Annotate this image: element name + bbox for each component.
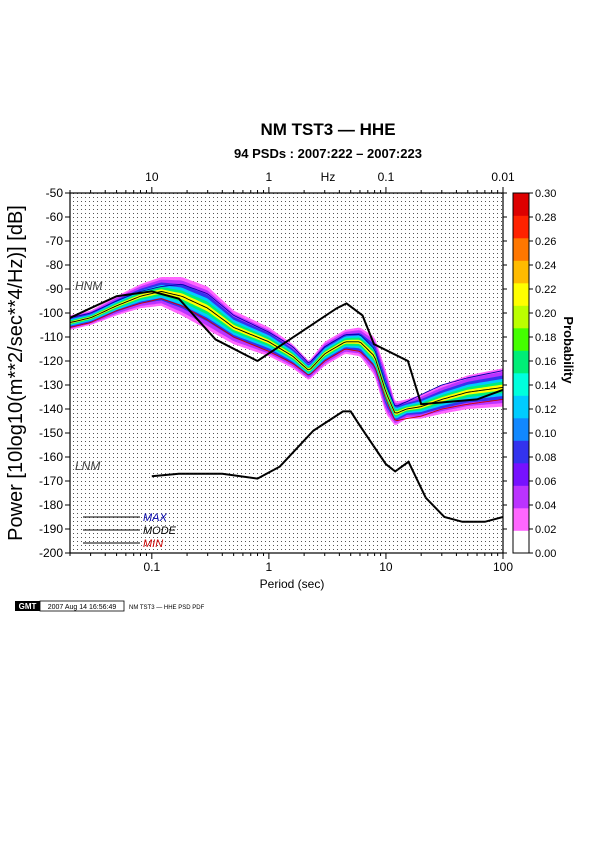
colorbar-cells <box>513 193 529 554</box>
legend-label-max: MAX <box>143 512 168 524</box>
colorbar-tick-label: 0.20 <box>535 308 556 320</box>
noise-model-lines <box>70 290 503 523</box>
model-line-hnm <box>70 290 503 406</box>
chart-title: NM TST3 — HHE <box>260 120 395 139</box>
colorbar-tick-label: 0.00 <box>535 548 556 560</box>
top-tick-label: 0.01 <box>491 170 515 184</box>
chart-subtitle: 94 PSDs : 2007:222 – 2007:223 <box>234 146 422 161</box>
y-tick-label: -140 <box>39 402 63 416</box>
y-tick-label: -60 <box>46 210 64 224</box>
y-tick-label: -80 <box>46 258 64 272</box>
y-tick-label: -50 <box>46 186 64 200</box>
colorbar-cell <box>513 463 529 486</box>
colorbar-tick-label: 0.02 <box>535 524 556 536</box>
dotted-grid <box>70 193 503 553</box>
top-tick-label: 0.1 <box>378 170 395 184</box>
colorbar-cell <box>513 350 529 374</box>
colorbar-tick-label: 0.18 <box>535 332 556 344</box>
model-line-lnm <box>151 410 503 523</box>
x-tick-label: 100 <box>493 560 513 574</box>
colorbar-label: Probability <box>561 316 576 384</box>
colorbar-cell <box>513 418 529 441</box>
colorbar-cell <box>513 485 529 509</box>
colorbar-cell <box>513 328 529 351</box>
colorbar-cell <box>513 260 529 284</box>
y-tick-label: -150 <box>39 426 63 440</box>
legend-label-min: MIN <box>143 538 163 550</box>
y-tick-label: -90 <box>46 282 64 296</box>
colorbar-cell <box>513 193 529 216</box>
y-tick-label: -120 <box>39 354 63 368</box>
lnm-label: LNM <box>75 459 100 473</box>
colorbar-tick-label: 0.12 <box>535 404 556 416</box>
colorbar-tick-label: 0.14 <box>535 380 556 392</box>
colorbar-cell <box>513 215 529 239</box>
y-tick-label: -190 <box>39 522 63 536</box>
colorbar-tick-label: 0.08 <box>535 452 556 464</box>
colorbar-tick-label: 0.16 <box>535 356 556 368</box>
colorbar-cell <box>513 238 529 261</box>
y-tick-label: -130 <box>39 378 63 392</box>
y-tick-label: -170 <box>39 474 63 488</box>
colorbar-tick-label: 0.10 <box>535 428 556 440</box>
timestamp-box <box>39 600 125 612</box>
gmt-logo: GMT <box>19 602 37 611</box>
y-tick-label: -200 <box>39 546 63 560</box>
hnm-label: HNM <box>75 279 102 293</box>
colorbar-tick-label: 0.24 <box>535 260 556 272</box>
y-tick-label: -100 <box>39 306 63 320</box>
colorbar-ticks: 0.30 0.28 0.26 0.24 0.22 0.20 0.18 0.16 0.14 0.12… <box>529 188 556 560</box>
colorbar-tick-label: 0.04 <box>535 500 556 512</box>
colorbar-cell <box>513 395 529 419</box>
x-tick-label: 1 <box>266 560 273 574</box>
x-tick-label: 10 <box>379 560 393 574</box>
colorbar-tick-label: 0.26 <box>535 236 556 248</box>
colorbar-cell <box>513 373 529 396</box>
y-tick-label: -160 <box>39 450 63 464</box>
colorbar-tick-label: 0.06 <box>535 476 556 488</box>
colorbar-cell <box>513 530 529 554</box>
colorbar-cell <box>513 440 529 464</box>
colorbar-frame <box>512 192 530 554</box>
colorbar-cell <box>513 508 529 531</box>
footer-timestamp: 2007 Aug 14 16:56:49 <box>48 604 117 611</box>
colorbar-tick-label: 0.28 <box>535 212 556 224</box>
top-axis-label: Hz <box>321 170 336 184</box>
gmt-logo-box <box>15 601 40 611</box>
y-tick-label: -180 <box>39 498 63 512</box>
x-axis-label: Period (sec) <box>260 577 325 591</box>
series-line-min <box>70 298 503 422</box>
x-tick-label: 0.1 <box>143 560 160 574</box>
y-tick-label: -110 <box>40 330 63 344</box>
top-tick-label: 10 <box>145 170 159 184</box>
colorbar-tick-label: 0.22 <box>535 284 556 296</box>
colorbar: 0.30 0.28 0.26 0.24 0.22 0.20 0.18 0.16 0.14 0.12… <box>512 188 576 560</box>
colorbar-cell <box>513 283 529 306</box>
footer: GMT 2007 Aug 14 16:56:49 NM TST3 — HHE P… <box>15 600 205 612</box>
colorbar-cell <box>513 305 529 329</box>
top-frequency-axis: 10 1 0.1 0.01 <box>145 170 515 184</box>
colorbar-tick-label: 0.30 <box>535 188 556 200</box>
plot-area: HNM LNM <box>69 192 504 554</box>
top-tick-label: 1 <box>266 170 273 184</box>
y-tick-label: -70 <box>46 234 64 248</box>
y-axis: -50 -60 -70 -80 -90 -100 -110 -120 -130 -140 -150 -… <box>39 186 507 560</box>
plot-frame <box>69 192 504 554</box>
footer-caption: NM TST3 — HHE PSD PDF <box>129 605 205 611</box>
y-axis-label: Power [10log10(m**2/sec**4/Hz)] [dB] <box>5 205 27 541</box>
legend-label-mode: MODE <box>143 525 177 537</box>
